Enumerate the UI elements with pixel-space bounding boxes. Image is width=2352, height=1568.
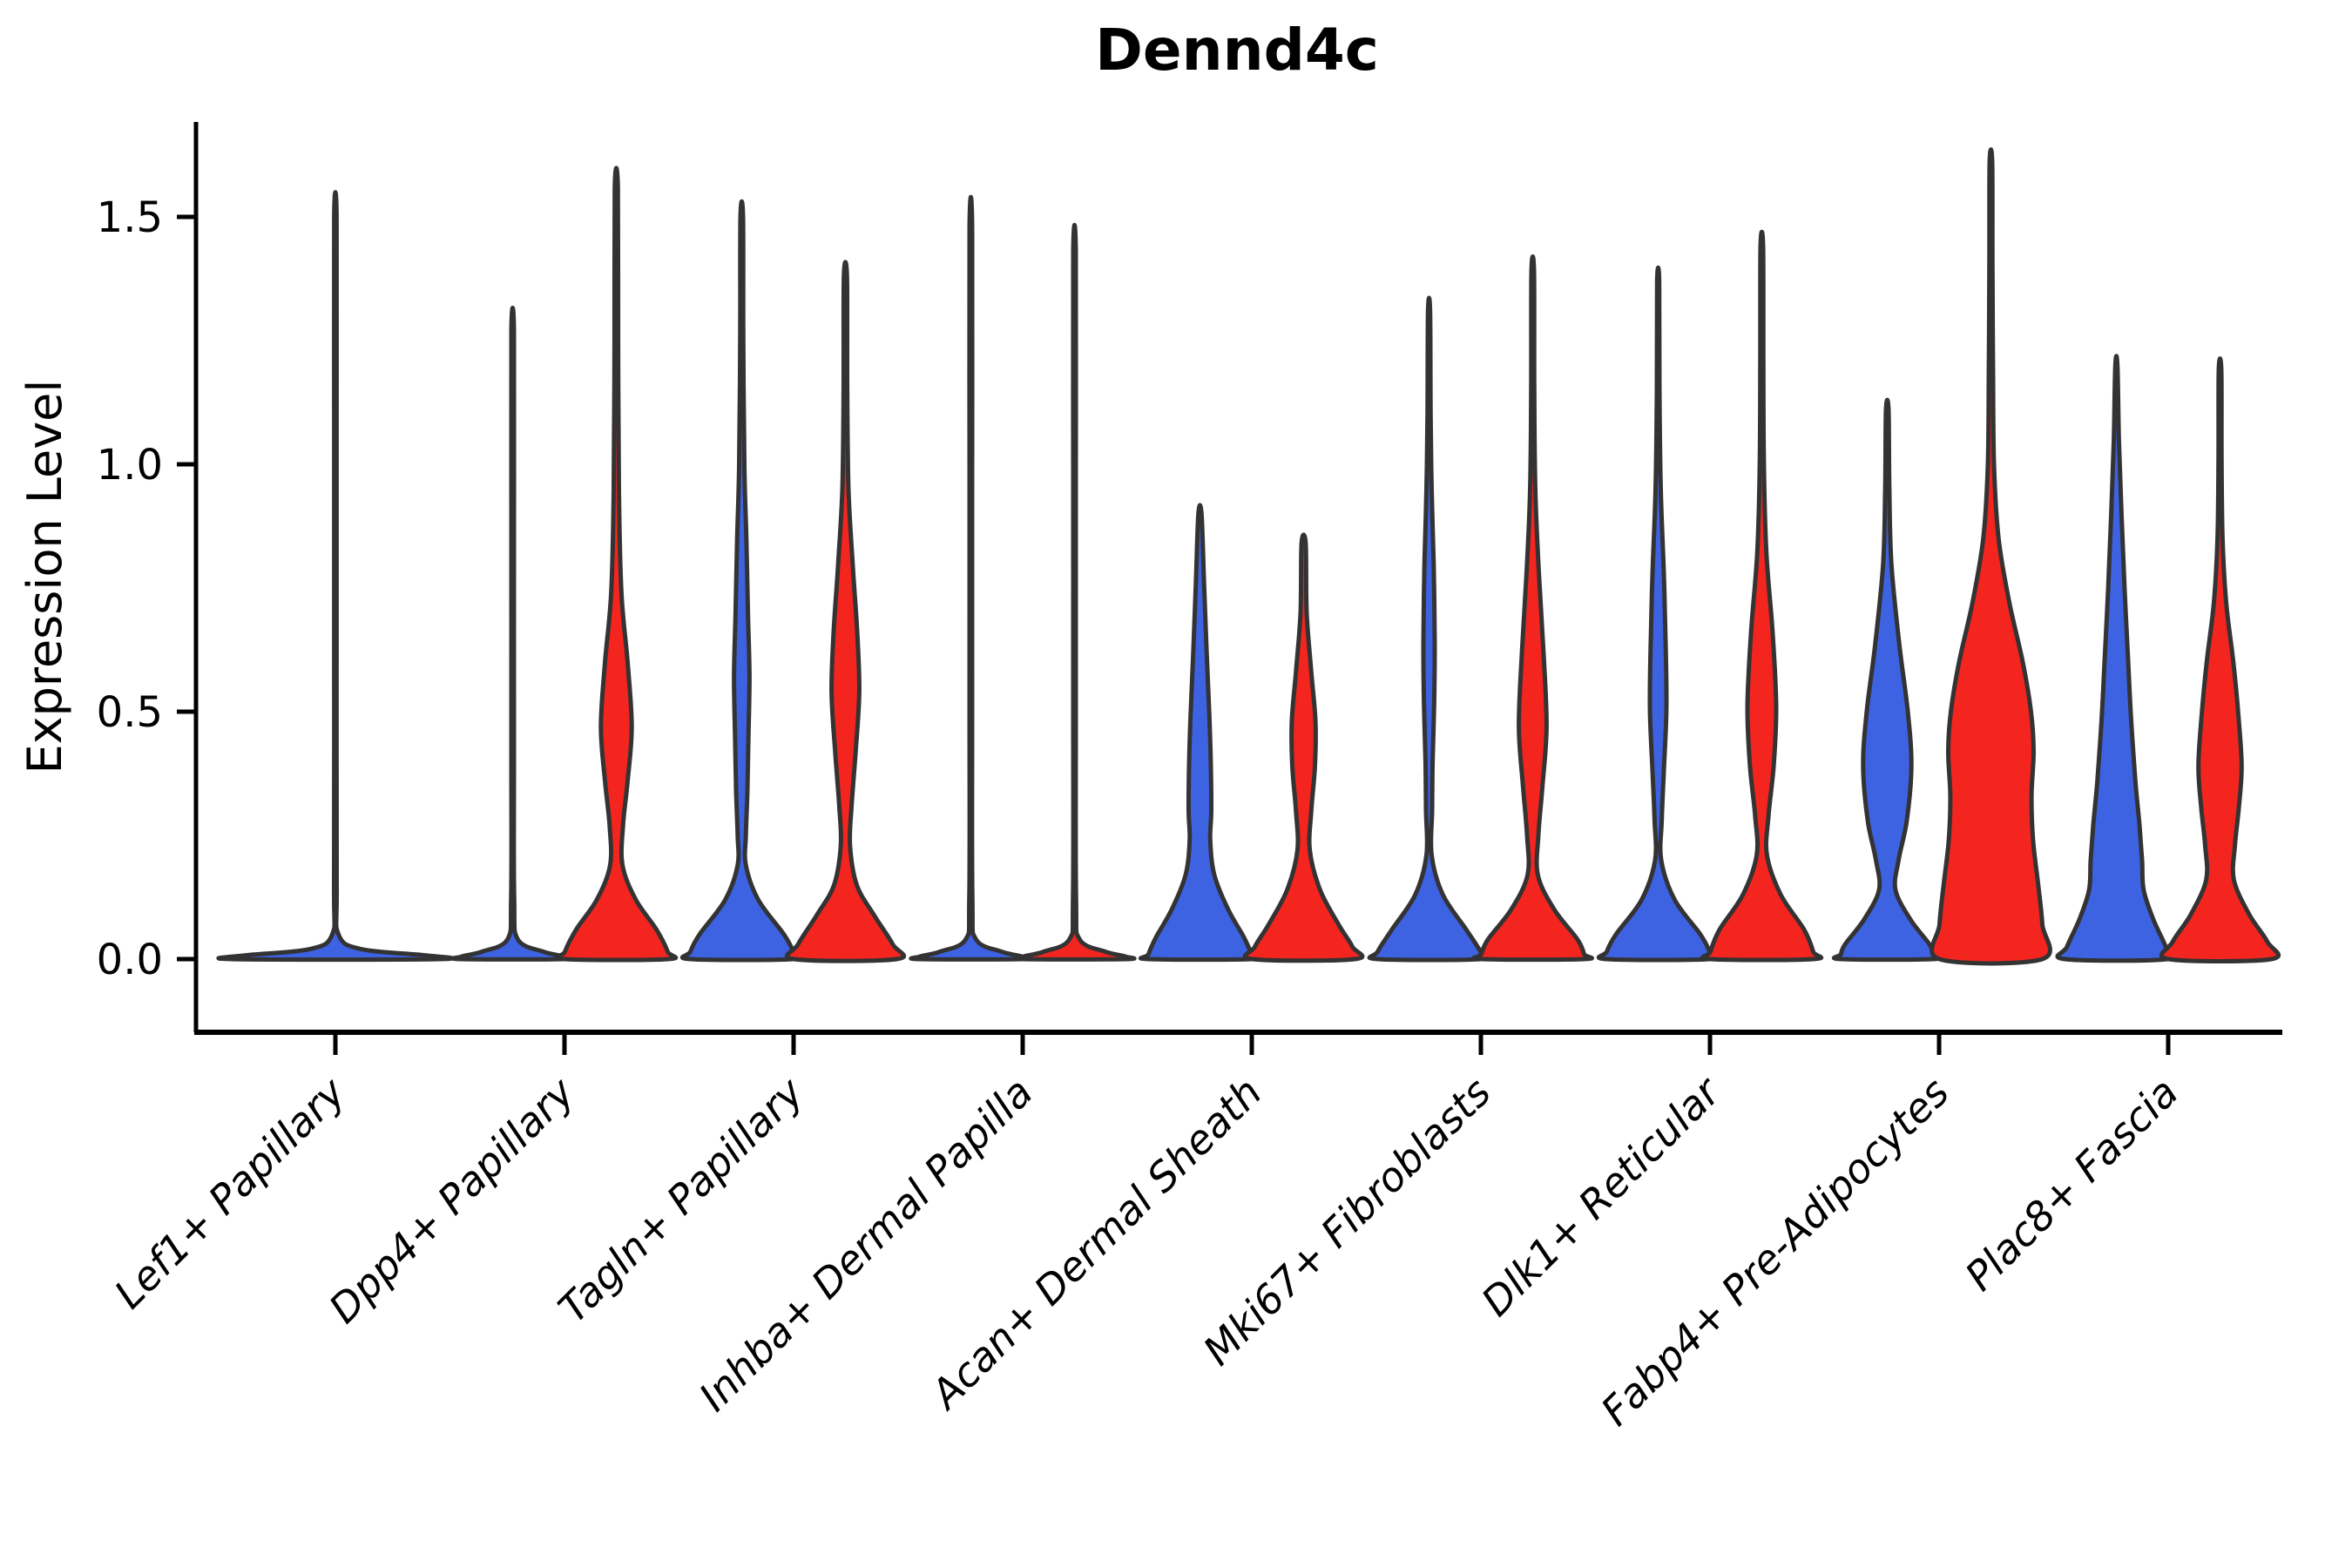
violin-inhba-dermal-papilla-red — [1012, 222, 1137, 962]
violin-dpp4-papillary-blue — [450, 306, 575, 962]
violin-acan-dermal-sheath-red — [1242, 532, 1365, 963]
violin-fabp4-pre-adipocytes-blue — [1831, 397, 1943, 963]
y-tick-label: 1.5 — [97, 193, 163, 242]
violin-plac8-fascia-red — [2159, 356, 2281, 963]
violin-acan-dermal-sheath-blue — [1138, 503, 1262, 963]
violin-tagln-papillary-red — [785, 260, 906, 963]
violin-tagln-papillary-blue — [679, 199, 804, 963]
violin-mki67-fibroblasts-red — [1471, 253, 1594, 963]
violin-fabp4-pre-adipocytes-red — [1930, 147, 2052, 966]
violins-layer — [216, 147, 2281, 966]
y-axis-label: Expression Level — [17, 380, 72, 774]
violin-dlk1-reticular-blue — [1596, 265, 1720, 963]
violin-lef1-papillary-blue — [216, 190, 455, 963]
y-tick-label: 1.0 — [97, 441, 163, 490]
violin-dpp4-papillary-red — [554, 166, 679, 963]
chart-title: Dennd4c — [1095, 17, 1379, 84]
violin-plac8-fascia-blue — [2055, 354, 2178, 963]
violin-dlk1-reticular-red — [1700, 229, 1824, 963]
y-tick-label: 0.0 — [97, 936, 163, 984]
y-tick-label: 0.5 — [97, 688, 163, 737]
violin-mki67-fibroblasts-blue — [1367, 295, 1491, 963]
violin-inhba-dermal-papilla-blue — [909, 194, 1033, 962]
